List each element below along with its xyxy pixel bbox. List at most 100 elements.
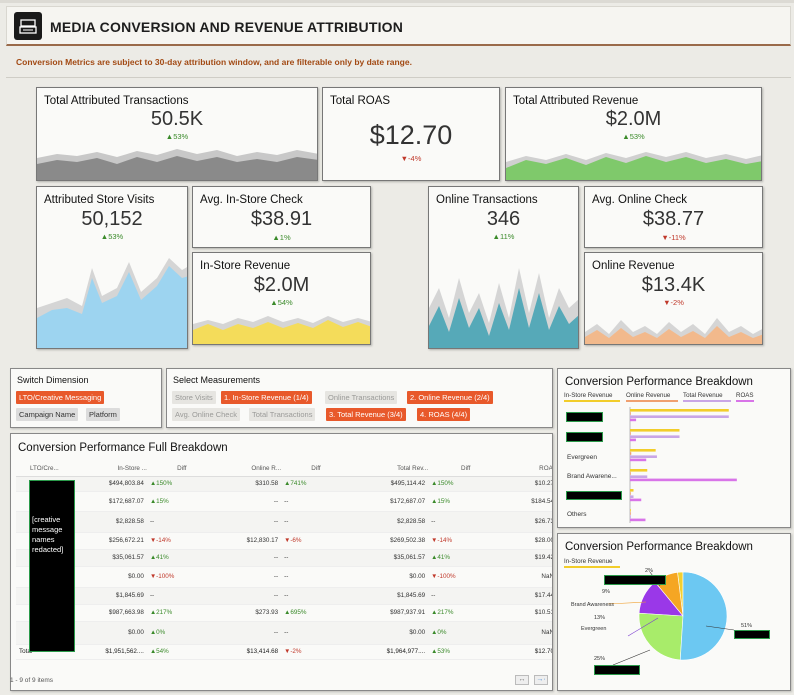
bar-label-others: Others <box>567 511 587 518</box>
dimension-option-campaign[interactable]: Campaign Name <box>16 408 79 421</box>
col-header[interactable]: Online R... <box>216 461 282 477</box>
online-transactions-area-chart <box>429 268 578 348</box>
redacted-label-block <box>594 665 640 675</box>
table-cell: ▲0% <box>146 621 217 645</box>
col-header[interactable]: Diff <box>281 461 351 477</box>
dimension-option-platform[interactable]: Platform <box>86 408 120 421</box>
attribution-notice: Conversion Metrics are subject to 30-day… <box>16 57 412 67</box>
pie-label-25: 25% <box>594 656 606 662</box>
table-cell: $35,061.57 <box>350 549 429 567</box>
pie-label-brand: Brand Awareness <box>571 602 615 608</box>
table-cell: -- <box>216 587 282 605</box>
kpi-instore-revenue: In-Store Revenue $2.0M ▲54% <box>192 252 371 345</box>
table-cell: $310.58 <box>216 476 282 492</box>
breakdown-table: LTO/Cre... In-Store ... Diff Online R...… <box>16 461 552 660</box>
table-cell: -- <box>146 511 217 533</box>
kpi-value: $38.77 <box>642 208 705 230</box>
kpi-value: $2.0M <box>253 274 310 296</box>
kpi-avg-instore-check: Avg. In-Store Check $38.91 ▲1% <box>192 186 371 248</box>
table-cell: $10.27 <box>503 476 552 492</box>
table-cell: $0.00 <box>82 621 147 645</box>
measure-online-revenue[interactable]: 2. Online Revenue (2/4) <box>407 391 493 404</box>
bar-0-4 <box>630 489 634 492</box>
bar-breakdown-title: Conversion Performance Breakdown <box>565 376 753 388</box>
col-header[interactable]: Total Rev... <box>350 461 429 477</box>
measure-instore-revenue[interactable]: 1. In-Store Revenue (1/4) <box>221 391 312 404</box>
pie-slice-0[interactable] <box>679 571 728 661</box>
export-icon[interactable]: →· <box>534 675 548 685</box>
bar-2-2 <box>630 455 657 458</box>
table-cell: ▲41% <box>428 549 504 567</box>
redacted-label-block <box>566 432 603 442</box>
table-row[interactable]: $494,803.84 ▲150% $310.58 ▲741% $495,114.42 ▲… <box>16 476 552 492</box>
table-cell: -- <box>281 621 351 645</box>
table-cell: $256,672.21 <box>82 532 147 550</box>
col-header[interactable]: ROAS <box>503 461 552 477</box>
col-header[interactable]: In-Store ... <box>82 461 147 477</box>
table-row[interactable]: $987,663.98 ▲217% $273.93 ▲695% $987,937.91 ▲… <box>16 604 552 622</box>
table-cell: $0.00 <box>350 566 429 588</box>
table-cell: -- <box>428 511 504 533</box>
measure-total-transactions[interactable]: Total Transactions <box>249 408 316 421</box>
pagination-info: 1 - 9 of 9 items <box>10 677 53 684</box>
col-header[interactable]: Diff <box>428 461 504 477</box>
redacted-label-block <box>604 575 666 585</box>
table-row[interactable]: $0.00 ▼-100% -- -- $0.00 ▼-100% NaN <box>16 566 552 588</box>
kpi-online-revenue: Online Revenue $13.4K ▼-2% <box>584 252 763 345</box>
redacted-label-block <box>566 412 603 422</box>
table-cell: $273.93 <box>216 604 282 622</box>
kpi-title: Online Revenue <box>592 260 675 272</box>
table-cell: ▼-6% <box>281 532 351 550</box>
kpi-title: Online Transactions <box>436 194 538 206</box>
bar-breakdown-chart <box>629 407 737 523</box>
pie-label-2: 2% <box>645 568 653 574</box>
revenue-area-chart <box>506 152 761 180</box>
table-cell: -- <box>216 491 282 512</box>
col-header[interactable]: Diff <box>146 461 217 477</box>
pie-subtitle: In-Store Revenue <box>564 558 620 568</box>
select-measurements-panel: Select Measurements Store Visits 1. In-S… <box>166 368 553 428</box>
table-cell: -- <box>146 587 217 605</box>
table-cell: ▲695% <box>281 604 351 622</box>
legend-online: Online Revenue <box>626 392 678 402</box>
bar-1-2 <box>630 452 632 455</box>
table-row[interactable]: $172,687.07 ▲15% -- -- $172,687.07 ▲15% $184.5… <box>16 491 552 512</box>
table-row[interactable]: $256,672.21 ▼-14% $12,830.17 ▼-6% $269,502.3… <box>16 532 552 550</box>
pie-label-13: 13% <box>594 615 606 621</box>
table-cell: $1,845.69 <box>82 587 147 605</box>
table-cell: $17.44 <box>503 587 552 605</box>
pie-slice-1[interactable] <box>638 612 684 661</box>
col-header[interactable]: LTO/Cre... <box>16 461 83 477</box>
visits-area-chart <box>37 258 187 348</box>
measure-avg-online-check[interactable]: Avg. Online Check <box>172 408 240 421</box>
bar-label-evergreen: Evergreen <box>567 454 597 461</box>
measure-online-transactions[interactable]: Online Transactions <box>325 391 398 404</box>
pie-breakdown-panel: Conversion Performance Breakdown In-Stor… <box>557 533 791 691</box>
table-row[interactable]: $0.00 ▲0% -- -- $0.00 ▲0% NaN <box>16 621 552 645</box>
table-cell: -- <box>281 566 351 588</box>
measure-total-revenue[interactable]: 3. Total Revenue (3/4) <box>326 408 406 421</box>
bar-0-5 <box>630 509 631 512</box>
table-row[interactable]: $2,828.58 -- -- -- $2,828.58 -- $26.73 <box>16 511 552 533</box>
measure-roas[interactable]: 4. ROAS (4/4) <box>417 408 471 421</box>
dimension-option-lto[interactable]: LTO/Creative Messaging <box>16 391 105 404</box>
table-row[interactable]: $1,845.69 -- -- -- $1,845.69 -- $17.44 <box>16 587 552 605</box>
pie-label-51: 51% <box>741 623 753 629</box>
expand-icon[interactable]: ↔ <box>515 675 529 685</box>
table-cell: ▲741% <box>281 476 351 492</box>
table-header-row: LTO/Cre... In-Store ... Diff Online R...… <box>16 461 552 477</box>
table-cell: -- <box>216 511 282 533</box>
pie-label-evergreen: Evergreen <box>581 626 607 632</box>
switch-dimension-panel: Switch Dimension LTO/Creative Messaging … <box>10 368 162 428</box>
table-cell: $2,828.58 <box>82 511 147 533</box>
measure-store-visits[interactable]: Store Visits <box>172 391 216 404</box>
bar-1-4 <box>630 492 631 495</box>
table-cell: -- <box>216 621 282 645</box>
total-cell: $13,414.68 <box>216 643 282 660</box>
kpi-total-revenue: Total Attributed Revenue $2.0M ▲53% <box>505 87 762 181</box>
kpi-value: 346 <box>486 208 521 230</box>
kpi-title: Avg. In-Store Check <box>200 194 303 206</box>
table-cell: ▲150% <box>428 476 504 492</box>
redacted-label: [creative message names redacted] <box>32 515 64 554</box>
table-row[interactable]: $35,061.57 ▲41% -- -- $35,061.57 ▲41% $19.42 <box>16 549 552 567</box>
